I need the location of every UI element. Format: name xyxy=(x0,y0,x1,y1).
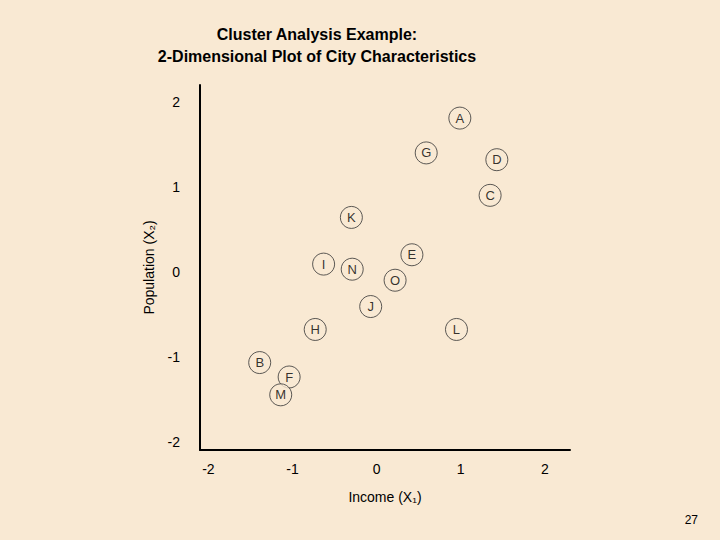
svg-text:E: E xyxy=(408,247,417,262)
svg-text:1: 1 xyxy=(457,461,465,477)
svg-text:D: D xyxy=(492,152,501,167)
svg-text:Population (X₂): Population (X₂) xyxy=(141,220,157,314)
svg-text:L: L xyxy=(453,322,460,337)
svg-text:B: B xyxy=(255,355,264,370)
svg-text:K: K xyxy=(347,210,356,225)
svg-text:F: F xyxy=(285,370,293,385)
svg-text:J: J xyxy=(367,299,374,314)
svg-text:Income (X₁): Income (X₁) xyxy=(348,489,421,505)
svg-text:Cluster Analysis Example:: Cluster Analysis Example: xyxy=(217,26,417,43)
svg-text:0: 0 xyxy=(172,264,180,280)
svg-text:I: I xyxy=(322,257,326,272)
svg-text:2: 2 xyxy=(541,461,549,477)
svg-text:-2: -2 xyxy=(168,434,181,450)
svg-text:H: H xyxy=(311,322,320,337)
svg-text:2-Dimensional Plot of City Cha: 2-Dimensional Plot of City Characteristi… xyxy=(158,48,476,65)
svg-text:2: 2 xyxy=(172,94,180,110)
svg-text:A: A xyxy=(456,111,465,126)
svg-text:-1: -1 xyxy=(168,349,181,365)
svg-text:-2: -2 xyxy=(202,461,215,477)
svg-text:M: M xyxy=(275,387,286,402)
svg-text:G: G xyxy=(421,145,431,160)
svg-text:N: N xyxy=(348,262,357,277)
svg-text:O: O xyxy=(390,273,400,288)
svg-text:0: 0 xyxy=(373,461,381,477)
svg-text:C: C xyxy=(485,188,494,203)
svg-text:27: 27 xyxy=(685,513,699,527)
svg-text:1: 1 xyxy=(172,179,180,195)
svg-text:-1: -1 xyxy=(286,461,299,477)
